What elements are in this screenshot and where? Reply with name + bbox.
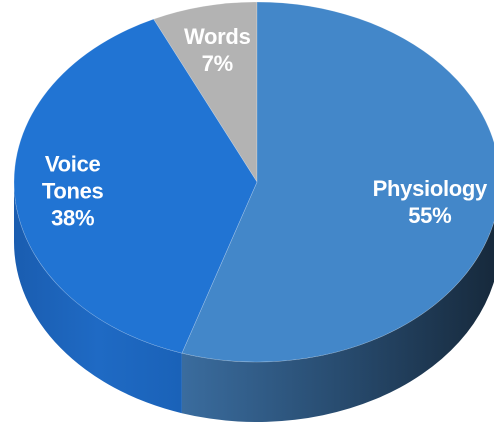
data-label-name: Words bbox=[183, 24, 251, 50]
data-label-voice-tones: Voice Tones 38% bbox=[42, 150, 104, 231]
pie-slice-words bbox=[153, 1, 258, 184]
data-label-value: 38% bbox=[51, 205, 95, 231]
data-label-physiology: Physiology 55% bbox=[372, 175, 488, 229]
data-label-name: Tones bbox=[41, 178, 104, 204]
data-label-value: 55% bbox=[408, 203, 452, 229]
data-label-name: Physiology bbox=[372, 176, 488, 202]
data-label-name: Voice bbox=[44, 151, 101, 177]
pie-side-physiology bbox=[181, 221, 494, 422]
data-label-words: Words 7% bbox=[184, 23, 251, 77]
pie-slice-voice-tones bbox=[13, 18, 258, 354]
data-label-value: 7% bbox=[201, 51, 234, 77]
pie-slice-physiology bbox=[181, 1, 494, 363]
pie-side-voice-tones bbox=[14, 182, 182, 414]
